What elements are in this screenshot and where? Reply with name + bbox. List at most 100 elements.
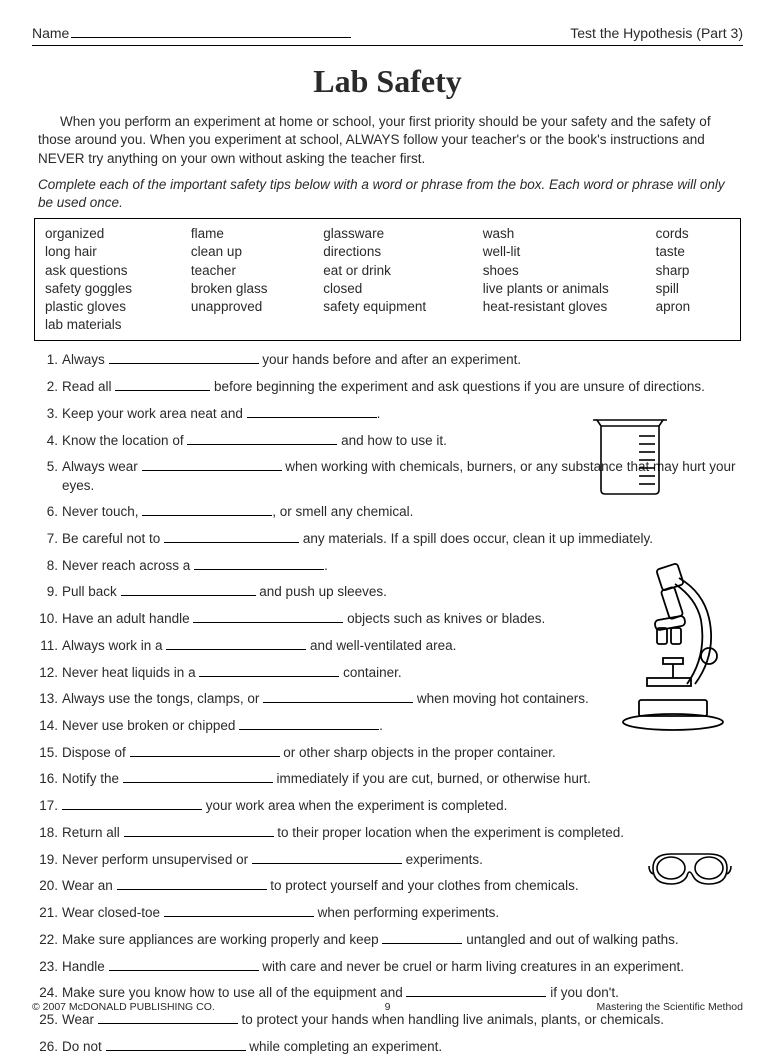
question-text-post: to protect your hands when handling live… [238,1012,664,1027]
word-bank-word: teacher [191,262,319,280]
question-text-post: with care and never be cruel or harm liv… [259,959,684,974]
word-bank-word: closed [323,280,478,298]
question-text-post: your hands before and after an experimen… [259,352,522,367]
question-item: Have an adult handle objects such as kni… [36,610,739,628]
question-item: Always wear when working with chemicals,… [36,458,739,494]
question-text-post: and well-ventilated area. [306,638,456,653]
question-text-pre: Make sure you know how to use all of the… [62,985,406,1000]
question-text-pre: Be careful not to [62,531,164,546]
fill-blank[interactable] [115,378,210,391]
question-item: Be careful not to any materials. If a sp… [36,530,739,548]
question-text-post: before beginning the experiment and ask … [210,379,705,394]
question-text-pre: Wear closed-toe [62,905,164,920]
question-text-post: . [324,558,328,573]
question-text-post: if you don't. [546,985,618,1000]
fill-blank[interactable] [382,931,462,944]
page-footer: © 2007 McDONALD PUBLISHING CO. 9 Masteri… [32,1000,743,1014]
word-bank-word: plastic gloves [45,298,187,316]
question-text-post: any materials. If a spill does occur, cl… [299,531,653,546]
fill-blank[interactable] [121,584,256,597]
question-item: your work area when the experiment is co… [36,797,739,815]
word-bank-word: glassware [323,225,478,243]
question-item: Never reach across a . [36,557,739,575]
name-field-label: Name [32,24,570,43]
fill-blank[interactable] [142,503,272,516]
word-bank-word: cords [656,225,730,243]
word-bank-box: organizedlong hairask questionssafety go… [34,218,741,341]
question-text-post: while completing an experiment. [246,1039,443,1054]
question-text-post: untangled and out of walking paths. [462,932,678,947]
word-bank-word: taste [656,243,730,261]
question-text-pre: Never perform unsupervised or [62,852,252,867]
question-text-pre: Wear [62,1012,98,1027]
question-text-pre: Make sure appliances are working properl… [62,932,382,947]
question-item: Wear closed-toe when performing experime… [36,904,739,922]
question-item: Always work in a and well-ventilated are… [36,637,739,655]
fill-blank[interactable] [164,904,314,917]
name-label-text: Name [32,25,69,41]
fill-blank[interactable] [124,824,274,837]
question-text-post: when performing experiments. [314,905,499,920]
fill-blank[interactable] [187,432,337,445]
word-bank-word: flame [191,225,319,243]
question-text-post: experiments. [402,852,483,867]
question-item: Keep your work area neat and . [36,405,739,423]
word-bank-word: long hair [45,243,187,261]
fill-blank[interactable] [109,352,259,365]
question-text-pre: Dispose of [62,745,130,760]
fill-blank[interactable] [199,664,339,677]
fill-blank[interactable] [62,797,202,810]
fill-blank[interactable] [142,459,282,472]
fill-blank[interactable] [109,958,259,971]
word-bank-word: spill [656,280,730,298]
fill-blank[interactable] [164,530,299,543]
word-bank-word: sharp [656,262,730,280]
question-item: Always your hands before and after an ex… [36,351,739,369]
word-bank-word: ask questions [45,262,187,280]
fill-blank[interactable] [166,637,306,650]
fill-blank[interactable] [239,717,379,730]
question-text-pre: Handle [62,959,109,974]
fill-blank[interactable] [263,691,413,704]
question-text-pre: Always wear [62,459,142,474]
word-bank-word: safety goggles [45,280,187,298]
question-item: Wear an to protect yourself and your clo… [36,877,739,895]
page-title: Lab Safety [32,60,743,103]
word-bank-word: organized [45,225,187,243]
question-text-post: , or smell any chemical. [272,504,413,519]
question-text-pre: Keep your work area neat and [62,406,247,421]
header-right-label: Test the Hypothesis (Part 3) [570,24,743,43]
word-bank-word: safety equipment [323,298,478,316]
word-bank-column: organizedlong hairask questionssafety go… [45,225,187,334]
intro-text: When you perform an experiment at home o… [38,113,737,168]
fill-blank[interactable] [117,878,267,891]
question-text-post: to their proper location when the experi… [274,825,624,840]
question-item: Never perform unsupervised or experiment… [36,851,739,869]
word-bank-word: broken glass [191,280,319,298]
fill-blank[interactable] [193,610,343,623]
question-item: Return all to their proper location when… [36,824,739,842]
question-item: Make sure appliances are working properl… [36,931,739,949]
question-item: Do not while completing an experiment. [36,1038,739,1056]
fill-blank[interactable] [130,744,280,757]
question-text-post: and push up sleeves. [256,584,387,599]
fill-blank[interactable] [247,405,377,418]
question-text-pre: Return all [62,825,124,840]
footer-book-title: Mastering the Scientific Method [597,1000,744,1014]
word-bank-word: directions [323,243,478,261]
word-bank-word: clean up [191,243,319,261]
question-text-pre: Do not [62,1039,106,1054]
fill-blank[interactable] [194,557,324,570]
fill-blank[interactable] [106,1038,246,1051]
question-text-pre: Always use the tongs, clamps, or [62,691,263,706]
fill-blank[interactable] [252,851,402,864]
question-item: Never touch, , or smell any chemical. [36,503,739,521]
question-text-pre: Have an adult handle [62,611,193,626]
question-text-post: and how to use it. [337,433,447,448]
question-text-post: objects such as knives or blades. [343,611,545,626]
question-text-post: or other sharp objects in the proper con… [280,745,556,760]
question-text-post: container. [339,665,401,680]
fill-blank[interactable] [406,984,546,997]
fill-blank[interactable] [123,771,273,784]
word-bank-column: cordstastesharpspillapron [656,225,730,334]
